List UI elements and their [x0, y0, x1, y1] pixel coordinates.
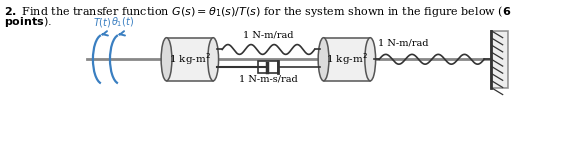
Ellipse shape — [318, 38, 329, 81]
Ellipse shape — [161, 38, 172, 81]
Text: 1 N-m/rad: 1 N-m/rad — [378, 39, 429, 47]
Text: 1 kg-m$^2$: 1 kg-m$^2$ — [326, 51, 368, 67]
Polygon shape — [324, 38, 370, 81]
Text: $\mathbf{points}).$: $\mathbf{points}).$ — [4, 15, 52, 29]
Text: $T(t)$: $T(t)$ — [93, 16, 111, 29]
Text: 1 N-m-s/rad: 1 N-m-s/rad — [239, 75, 298, 84]
Ellipse shape — [365, 38, 376, 81]
Text: 1 kg-m$^2$: 1 kg-m$^2$ — [169, 51, 211, 67]
Bar — [491, 31, 507, 88]
Text: $\theta_1(t)$: $\theta_1(t)$ — [111, 15, 134, 29]
Text: $\mathbf{2.}$ Find the transfer function $G(s) = \theta_1(s)/T(s)$ for the syste: $\mathbf{2.}$ Find the transfer function… — [4, 4, 512, 19]
Ellipse shape — [208, 38, 218, 81]
Text: 1 N-m/rad: 1 N-m/rad — [243, 31, 294, 40]
Polygon shape — [166, 38, 213, 81]
Bar — [259, 61, 278, 73]
